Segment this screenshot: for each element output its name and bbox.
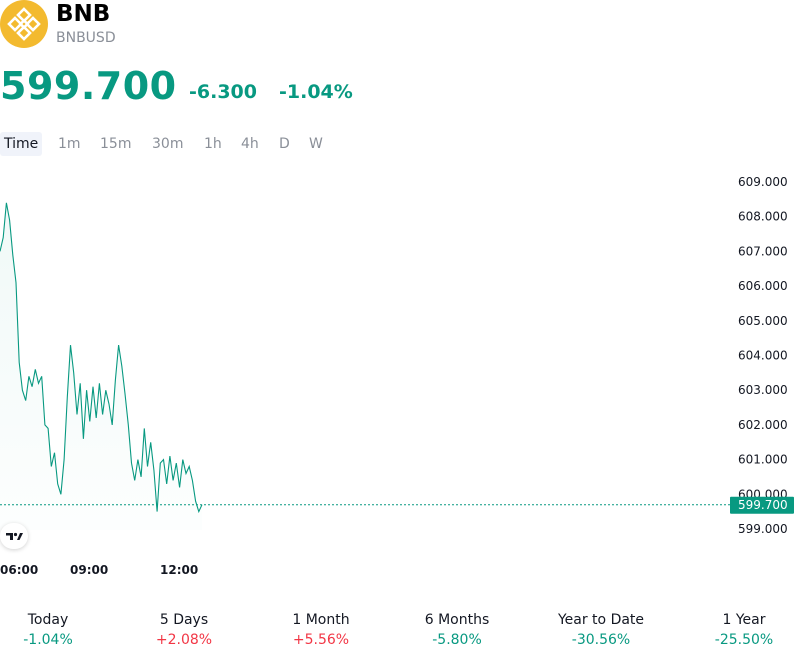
tab-time[interactable]: Time (0, 132, 43, 156)
last-price: 599.700 (0, 64, 177, 108)
price-line (0, 202, 203, 514)
period-value: -25.50% (714, 632, 774, 648)
period-label: 1 Year (722, 612, 766, 628)
quote-row: 599.700 -6.300 -1.04% (0, 64, 500, 110)
period-1-year[interactable]: 1 Year -25.50% (679, 610, 800, 650)
y-axis-tick-label: 601.000 (738, 453, 788, 467)
period-1-month[interactable]: 1 Month +5.56% (256, 610, 386, 650)
period-value: -30.56% (571, 632, 631, 648)
tab-30m[interactable]: 30m (152, 136, 184, 152)
period-label: 1 Month (292, 612, 350, 628)
price-chart-canvas[interactable]: 609.000 608.000 607.000 606.000 605.000 604.0… (0, 160, 800, 590)
y-axis-tick-label: 607.000 (738, 244, 788, 258)
interval-tabs: Time 1m 15m 30m 1h 4h D W (0, 132, 400, 156)
period-value: +2.08% (155, 632, 213, 648)
x-axis-tick-label: 12:00 (160, 563, 198, 577)
period-value: -5.80% (432, 632, 482, 648)
period-label: 5 Days (159, 612, 209, 628)
tab-w[interactable]: W (309, 136, 323, 152)
price-change-percent: -1.04% (279, 81, 353, 103)
period-label: 6 Months (424, 612, 490, 628)
tradingview-logo-icon[interactable] (0, 523, 28, 549)
asset-ticker: BNBUSD (56, 30, 116, 46)
tab-d[interactable]: D (279, 136, 290, 152)
last-price-tag-label: 599.700 (738, 498, 788, 512)
performance-periods: Today -1.04% 5 Days +2.08% 1 Month +5.56… (0, 610, 800, 650)
price-change: -6.300 (189, 81, 257, 103)
period-6-months[interactable]: 6 Months -5.80% (392, 610, 522, 650)
tab-4h[interactable]: 4h (241, 136, 259, 152)
period-value: -1.04% (23, 632, 73, 648)
price-chart[interactable]: 609.000 608.000 607.000 606.000 605.000 604.0… (0, 160, 800, 590)
y-axis-tick-label: 599.000 (738, 522, 788, 536)
y-axis-tick-label: 604.000 (738, 349, 788, 363)
asset-header: BNB BNBUSD (0, 0, 400, 50)
asset-symbol: BNB (56, 1, 111, 27)
y-axis-tick-label: 609.000 (738, 175, 788, 189)
tab-1m[interactable]: 1m (58, 136, 81, 152)
last-price-tag (730, 496, 794, 514)
x-axis-tick-label: 09:00 (70, 563, 108, 577)
y-axis-tick-label: 603.000 (738, 383, 788, 397)
tab-1h[interactable]: 1h (204, 136, 222, 152)
period-label: Today (27, 612, 69, 628)
bnb-logo-icon (0, 0, 48, 48)
period-value: +5.56% (292, 632, 350, 648)
y-axis-tick-label: 606.000 (738, 279, 788, 293)
period-today[interactable]: Today -1.04% (0, 610, 113, 650)
y-axis-tick-label: 602.000 (738, 418, 788, 432)
period-5-days[interactable]: 5 Days +2.08% (119, 610, 249, 650)
period-year-to-date[interactable]: Year to Date -30.56% (536, 610, 666, 650)
period-label: Year to Date (557, 612, 645, 628)
tab-15m[interactable]: 15m (100, 136, 132, 152)
price-area-fill (0, 202, 202, 531)
y-axis-tick-label: 608.000 (738, 210, 788, 224)
x-axis-tick-label: 06:00 (0, 563, 38, 577)
y-axis-tick-label: 605.000 (738, 314, 788, 328)
